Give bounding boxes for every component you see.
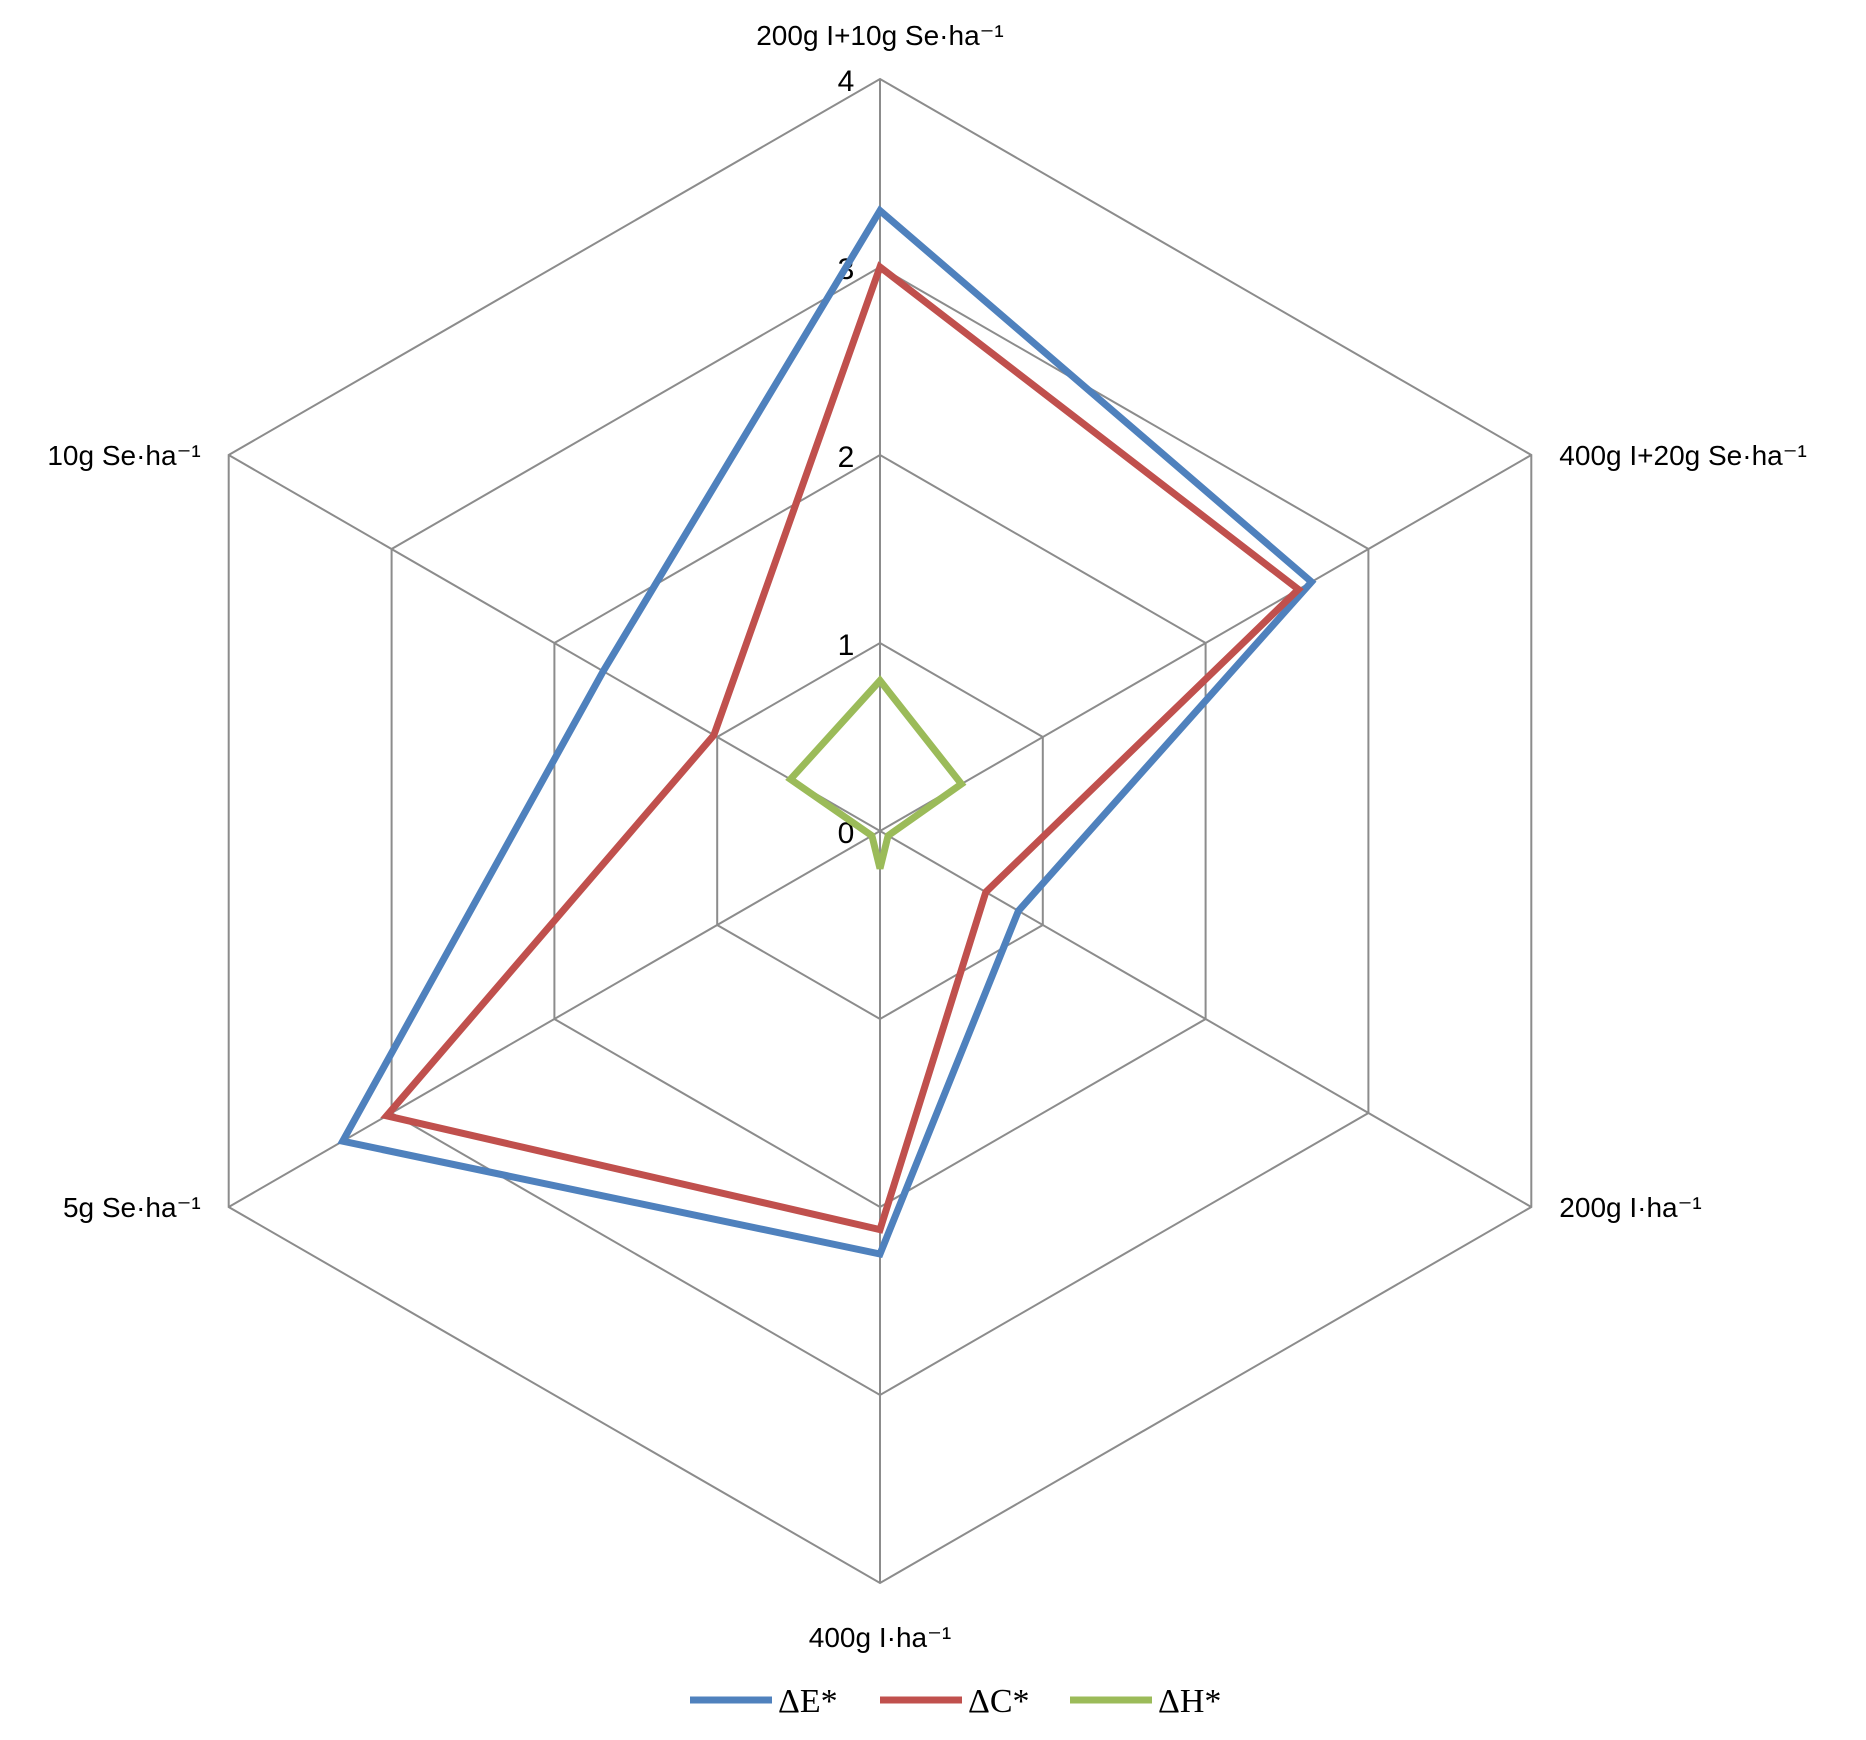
series-line — [337, 205, 1317, 1259]
legend-label: ΔE* — [778, 1683, 838, 1720]
legend-label: ΔH* — [1158, 1683, 1221, 1720]
tick-label: 1 — [838, 629, 855, 662]
category-label: 400g I·ha⁻¹ — [809, 1622, 951, 1653]
spoke-line-5 — [228, 454, 881, 832]
series-lines — [337, 205, 1317, 1259]
radar-grid — [227, 77, 1533, 1585]
category-label: 10g Se·ha⁻¹ — [47, 440, 200, 471]
category-label: 200g I+10g Se·ha⁻¹ — [756, 20, 1004, 51]
tick-label: 2 — [838, 441, 855, 474]
series-line — [380, 261, 1304, 1234]
tick-label: 0 — [838, 817, 855, 850]
category-label: 5g Se·ha⁻¹ — [63, 1192, 201, 1223]
category-label: 400g I+20g Se·ha⁻¹ — [1559, 440, 1807, 471]
category-label: 200g I·ha⁻¹ — [1559, 1192, 1701, 1223]
legend-label: ΔC* — [968, 1683, 1030, 1720]
spoke-line-1 — [879, 454, 1532, 832]
category-labels: 200g I+10g Se·ha⁻¹ 400g I+20g Se·ha⁻¹ 200g… — [47, 20, 1806, 1653]
tick-label: 4 — [838, 65, 855, 98]
spoke-line-4 — [228, 830, 881, 1208]
series-line — [785, 675, 967, 870]
legend: ΔE* ΔC* ΔH* — [690, 1683, 1221, 1720]
